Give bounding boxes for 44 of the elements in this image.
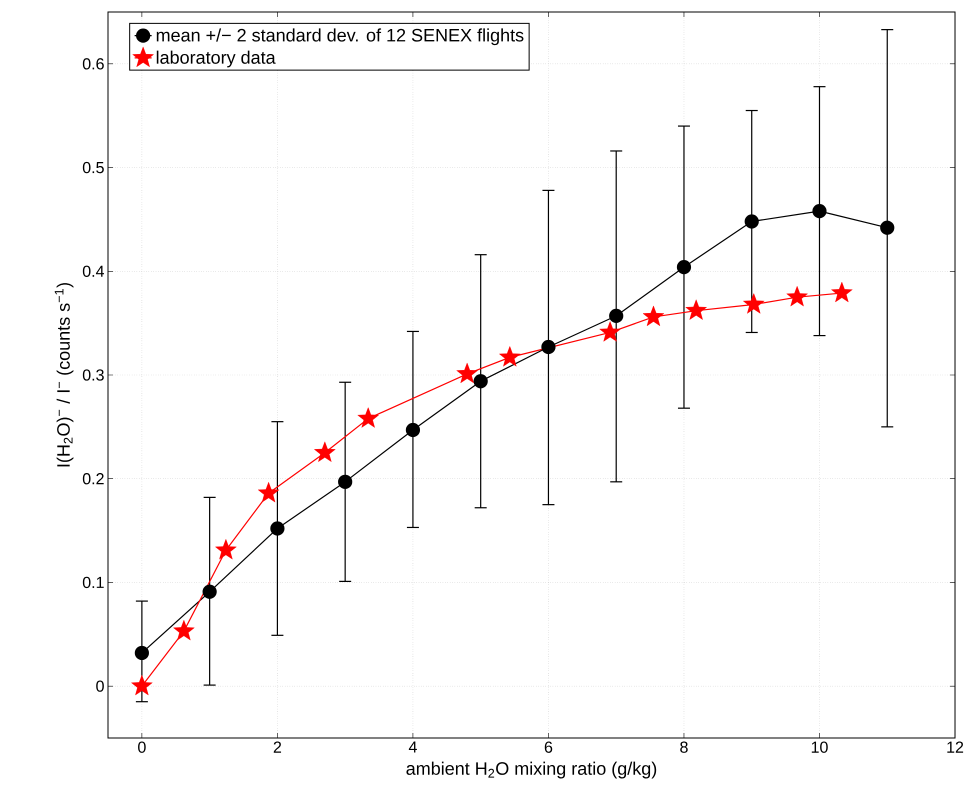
point (599, 321, 621, 342)
point (812, 204, 827, 218)
x-tick-label: 8 (680, 742, 688, 753)
point (406, 422, 420, 438)
point (676, 260, 692, 274)
point (541, 340, 556, 354)
legend-label: laboratory data (156, 50, 276, 68)
point (173, 620, 195, 640)
y-tick-label: 0.4 (82, 266, 104, 277)
point (499, 346, 520, 366)
point (786, 286, 808, 306)
point (880, 220, 894, 235)
point (456, 362, 478, 384)
x-tick-label: 0 (138, 742, 146, 753)
point (358, 407, 379, 428)
x-tick-label: 6 (544, 742, 552, 753)
point (686, 299, 707, 320)
text: I(H$_{2}$O)$^{−}$ / I$^{−}$ (counts s$^{−1}$) (54, 283, 74, 466)
point (831, 282, 853, 302)
point (642, 306, 664, 326)
legend-label: mean +/− 2 standard dev. of 12 SENEX flights (156, 28, 524, 46)
y-tick-label: 0.6 (82, 58, 104, 70)
y-tick-label: 0.3 (82, 369, 104, 381)
point (131, 674, 153, 696)
point (270, 521, 284, 536)
y-tick-label: 0 (96, 680, 104, 692)
point (215, 539, 237, 560)
point (258, 482, 280, 502)
x-axis-title: ambient H$_{2}$O mixing ratio (g/kg) (406, 762, 656, 778)
point (134, 646, 149, 660)
y-tick-label: 0.1 (82, 576, 104, 588)
x-tick-label: 2 (274, 742, 282, 753)
x-tick-label: 12 (947, 742, 964, 753)
point (743, 293, 764, 314)
point (474, 374, 488, 388)
point (744, 214, 759, 229)
point (202, 584, 217, 599)
point (609, 308, 624, 323)
x-tick-label: 10 (812, 742, 828, 753)
y-tick-label: 0.5 (82, 162, 104, 174)
x-tick-label: 4 (408, 742, 417, 753)
y-tick-label: 0.2 (82, 473, 104, 484)
point (314, 442, 336, 462)
point (338, 474, 352, 489)
